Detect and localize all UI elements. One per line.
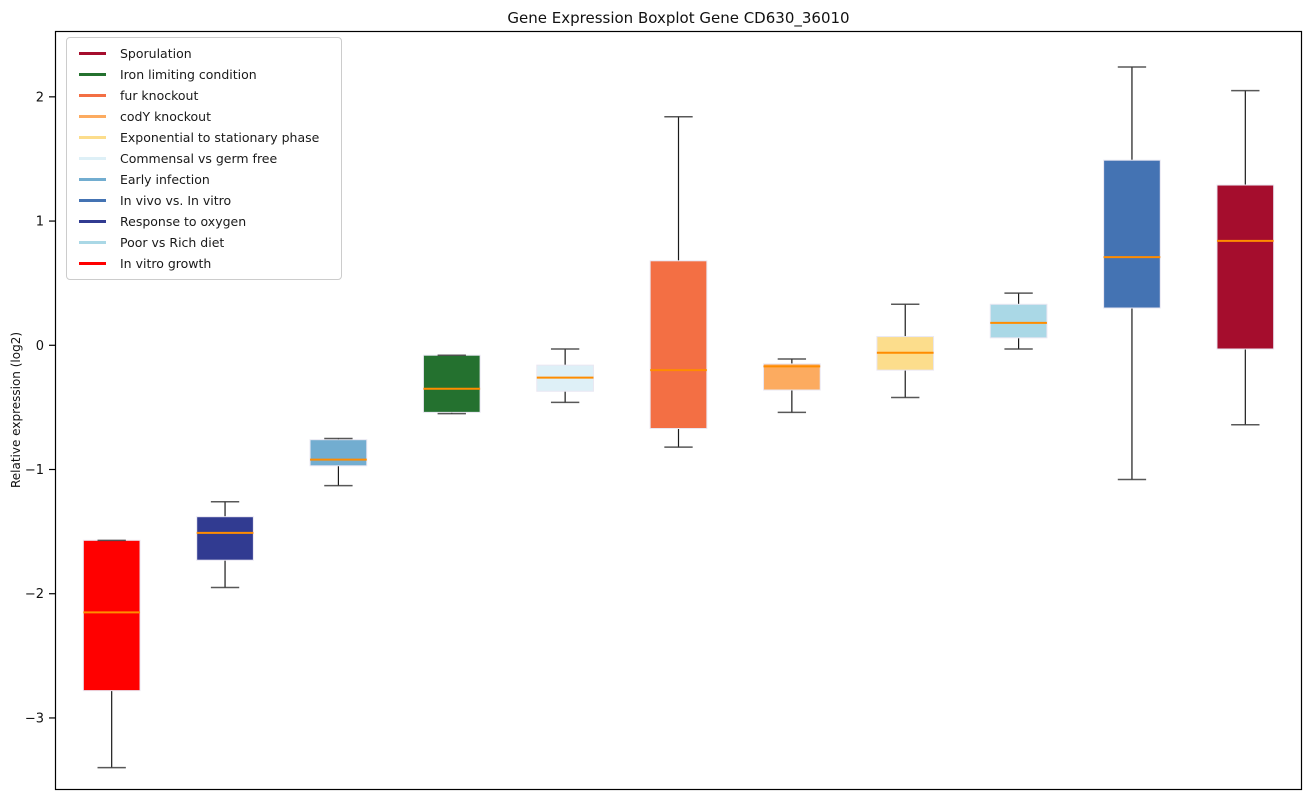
- legend-swatch: [79, 115, 106, 118]
- legend-swatch: [79, 52, 106, 55]
- legend-item: codY knockout: [75, 106, 333, 127]
- y-tick-label: −2: [25, 587, 44, 602]
- legend-swatch: [79, 241, 106, 244]
- chart-title: Gene Expression Boxplot Gene CD630_36010: [507, 9, 850, 27]
- y-tick-label: 1: [36, 215, 44, 230]
- box-cody-knockout: [763, 363, 821, 391]
- box-sporulation: [1216, 184, 1275, 350]
- box-fur-knockout: [649, 260, 708, 430]
- legend-swatch: [79, 199, 106, 202]
- legend-label: Response to oxygen: [120, 214, 247, 229]
- legend-item: In vitro growth: [75, 253, 333, 274]
- legend-item: Early infection: [75, 169, 333, 190]
- legend-item: Response to oxygen: [75, 211, 333, 232]
- legend-label: fur knockout: [120, 88, 199, 103]
- legend-label: Exponential to stationary phase: [120, 130, 320, 145]
- legend-swatch: [79, 73, 106, 76]
- legend-label: Early infection: [120, 172, 210, 187]
- box-in-vivo-vs-in-vitro: [1103, 159, 1161, 309]
- legend-label: Poor vs Rich diet: [120, 235, 225, 250]
- y-tick-label: −1: [25, 463, 44, 478]
- y-tick-label: 0: [36, 339, 44, 354]
- box-in-vitro-growth: [82, 539, 141, 692]
- box-response-to-oxygen: [196, 516, 254, 561]
- legend-item: fur knockout: [75, 85, 333, 106]
- legend-swatch: [79, 136, 106, 139]
- legend-item: Iron limiting condition: [75, 64, 333, 85]
- legend-label: Commensal vs germ free: [120, 151, 278, 166]
- legend-swatch: [79, 220, 106, 223]
- legend-item: Poor vs Rich diet: [75, 232, 333, 253]
- legend-swatch: [79, 94, 106, 97]
- legend-item: Exponential to stationary phase: [75, 127, 333, 148]
- legend-label: Sporulation: [120, 46, 192, 61]
- axes-frame: [54, 30, 1303, 791]
- legend-item: In vivo vs. In vitro: [75, 190, 333, 211]
- legend-label: Iron limiting condition: [120, 67, 257, 82]
- y-tick-label: 2: [36, 90, 44, 105]
- y-tick-label: −3: [25, 711, 44, 726]
- legend-swatch: [79, 157, 106, 160]
- legend: Sporulation Iron limiting condition fur kn…: [66, 37, 342, 280]
- legend-label: In vitro growth: [120, 256, 212, 271]
- box-poor-vs-rich-diet: [989, 303, 1048, 339]
- legend-label: In vivo vs. In vitro: [120, 193, 232, 208]
- legend-swatch: [79, 178, 106, 181]
- y-axis-label: Relative expression (log2): [9, 331, 23, 489]
- legend-item: Sporulation: [75, 43, 333, 64]
- box-iron-limiting-condition: [422, 354, 481, 413]
- legend-label: codY knockout: [120, 109, 212, 124]
- legend-item: Commensal vs germ free: [75, 148, 333, 169]
- box-early-infection: [309, 439, 368, 467]
- legend-swatch: [79, 262, 106, 265]
